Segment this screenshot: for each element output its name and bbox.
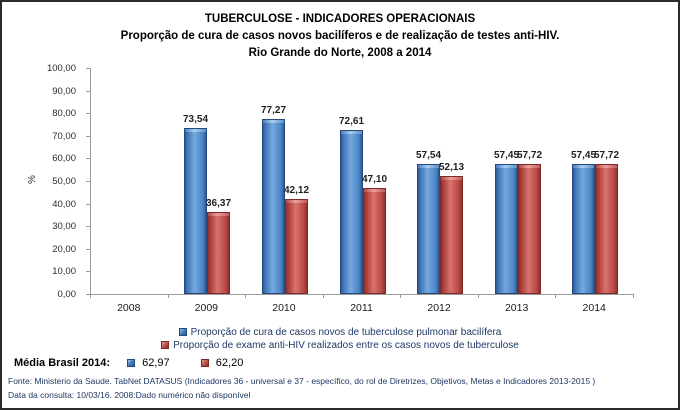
y-tick-label: 80,00 <box>52 108 76 120</box>
x-tick-mark <box>323 294 324 298</box>
bar-top-bevel <box>208 213 229 216</box>
bar-2012-antihiv <box>440 176 463 294</box>
legend-marker-red-icon <box>161 341 170 349</box>
x-tick-mark <box>633 294 634 298</box>
bar-value-label: 57,72 <box>593 150 620 161</box>
x-tick-mark <box>555 294 556 298</box>
bar-2009-antihiv <box>207 212 230 294</box>
chart-title-line1: TUBERCULOSE - INDICADORES OPERACIONAIS <box>204 13 476 25</box>
bar-top-bevel <box>441 177 462 180</box>
media-brasil-red-marker-icon <box>200 359 209 367</box>
consult-date-line: Data da consulta: 10/03/16. 2008:Dado nu… <box>8 390 251 400</box>
bar-2013-antihiv <box>518 164 541 294</box>
x-tick-mark <box>245 294 246 298</box>
source-footer: Fonte: Ministerio da Saude. TabNet DATAS… <box>8 374 672 402</box>
legend: Proporção de cura de casos novos de tube… <box>2 326 678 352</box>
y-tick-label: 0,00 <box>57 289 77 300</box>
bar-top-bevel <box>364 189 385 192</box>
source-line: Fonte: Ministerio da Saude. TabNet DATAS… <box>8 376 596 386</box>
chart-title-line3: Rio Grande do Norte, 2008 a 2014 <box>248 47 432 59</box>
bar-value-label: 42,12 <box>283 185 310 196</box>
bar-value-label: 57,72 <box>516 150 543 161</box>
y-tick-mark <box>86 113 90 115</box>
bar-top-bevel <box>263 120 284 123</box>
y-tick-label: 100,00 <box>46 63 76 74</box>
y-axis: 100,00 90,00 80,00 70,00 60,00 50,00 40,00 30,0… <box>2 63 90 300</box>
bar-top-bevel <box>573 165 594 168</box>
y-tick-label: 50,00 <box>52 176 76 187</box>
y-tick-mark <box>86 181 90 182</box>
bar-2011-cure <box>340 130 363 294</box>
bar-value-label: 57,45 <box>493 150 520 161</box>
legend-label-cure: Proporção de cura de casos novos de tube… <box>190 327 502 338</box>
media-brasil-red-value: 62,20 <box>215 357 244 369</box>
y-tick-label: 70,00 <box>52 130 76 142</box>
y-tick-mark <box>86 294 90 295</box>
bar-2011-antihiv <box>363 188 386 294</box>
y-tick-mark <box>86 226 90 228</box>
y-tick-mark <box>86 68 90 69</box>
x-tick-mark <box>478 294 479 298</box>
bar-2010-antihiv <box>285 199 308 294</box>
bar-2014-cure <box>572 164 595 294</box>
y-tick-label: 40,00 <box>52 198 76 210</box>
y-tick-mark <box>86 135 90 137</box>
bar-2014-antihiv <box>595 164 618 294</box>
legend-label-antihiv: Proporção de exame anti-HIV realizados e… <box>173 340 519 351</box>
y-tick-mark <box>86 271 90 273</box>
bar-2009-cure <box>184 128 207 294</box>
x-axis: 2008 2009 2010 2011 2012 2013 2014 <box>90 294 634 320</box>
bar-top-bevel <box>341 131 362 134</box>
y-tick-label: 90,00 <box>52 85 76 97</box>
x-tick-label: 2008 <box>117 302 141 314</box>
y-tick-label: 60,00 <box>52 153 76 165</box>
bar-value-label: 36,37 <box>205 198 232 209</box>
bar-top-bevel <box>519 165 540 168</box>
bar-value-label: 47,10 <box>361 174 388 185</box>
bar-2013-cure <box>495 164 518 294</box>
legend-marker-blue-icon <box>178 328 187 336</box>
x-tick-label: 2011 <box>350 302 373 314</box>
media-brasil-blue-value: 62,97 <box>142 357 170 369</box>
x-tick-mark <box>168 294 169 298</box>
y-tick-label: 30,00 <box>52 221 76 233</box>
plot-area: 73,54 36,37 77,27 42,12 72,61 47,10 57,54 52,13… <box>90 68 634 295</box>
bar-2012-cure <box>417 164 440 294</box>
y-tick-mark <box>86 248 90 250</box>
y-tick-mark <box>86 158 90 160</box>
media-brasil-blue-marker-icon <box>127 359 136 367</box>
bar-top-bevel <box>286 200 307 203</box>
bar-top-bevel <box>185 129 206 132</box>
chart-title-line2: Proporção de cura de casos novos bacilíf… <box>120 30 560 42</box>
media-brasil-label: Média Brasil 2014: <box>14 357 110 369</box>
legend-item-cure: Proporção de cura de casos novos de tube… <box>2 326 678 339</box>
bar-value-label: 72,61 <box>338 116 365 127</box>
bar-value-label: 52,13 <box>438 162 465 173</box>
bar-top-bevel <box>496 165 517 168</box>
bar-value-label: 57,54 <box>415 150 442 161</box>
x-tick-label: 2014 <box>582 302 606 314</box>
bar-2010-cure <box>262 119 285 294</box>
bar-value-label: 77,27 <box>260 105 287 116</box>
bar-top-bevel <box>418 165 439 168</box>
x-tick-mark <box>400 294 401 298</box>
y-tick-mark <box>86 203 90 205</box>
media-brasil-row: Média Brasil 2014: 62,97 62,20 <box>14 357 271 369</box>
bar-value-label: 73,54 <box>182 114 209 125</box>
chart-title: TUBERCULOSE - INDICADORES OPERACIONAIS P… <box>2 11 678 62</box>
x-tick-label: 2010 <box>272 302 296 314</box>
y-tick-label: 10,00 <box>52 266 76 278</box>
y-tick-label: 20,00 <box>52 243 76 255</box>
y-tick-mark <box>86 90 90 92</box>
x-tick-label: 2013 <box>504 302 529 314</box>
bar-value-label: 57,45 <box>570 150 597 161</box>
bar-top-bevel <box>596 165 617 168</box>
x-tick-label: 2009 <box>194 302 219 314</box>
legend-item-antihiv: Proporção de exame anti-HIV realizados e… <box>2 339 678 352</box>
x-tick-mark <box>90 294 91 298</box>
x-tick-label: 2012 <box>427 302 451 314</box>
